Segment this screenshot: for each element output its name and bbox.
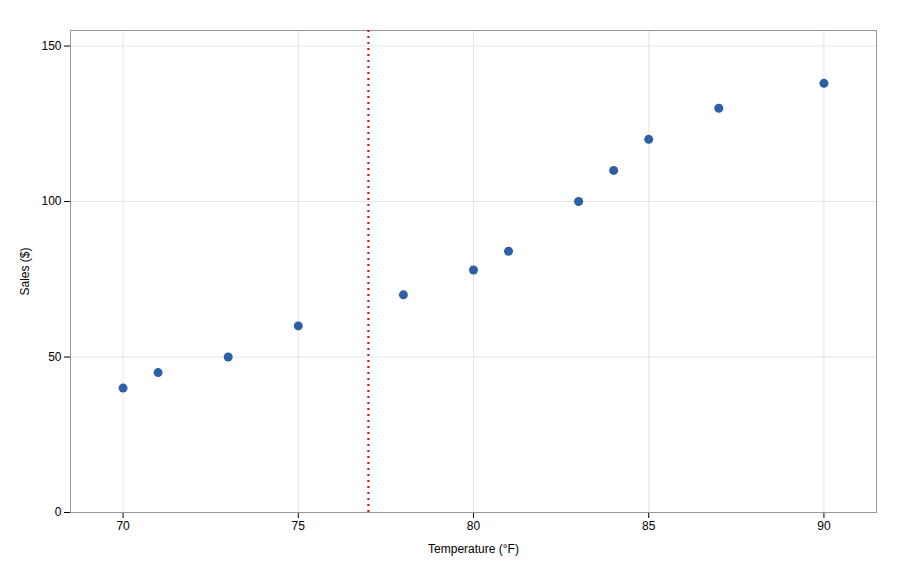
svg-text:Temperature (°F): Temperature (°F) [428, 542, 519, 556]
svg-text:85: 85 [642, 519, 656, 533]
svg-text:0: 0 [55, 505, 62, 519]
svg-text:70: 70 [116, 519, 130, 533]
svg-text:90: 90 [817, 519, 831, 533]
svg-text:50: 50 [48, 350, 62, 364]
svg-text:Sales ($): Sales ($) [18, 247, 32, 295]
svg-text:75: 75 [292, 519, 306, 533]
svg-text:100: 100 [41, 194, 61, 208]
svg-text:150: 150 [41, 39, 61, 53]
svg-text:80: 80 [467, 519, 481, 533]
